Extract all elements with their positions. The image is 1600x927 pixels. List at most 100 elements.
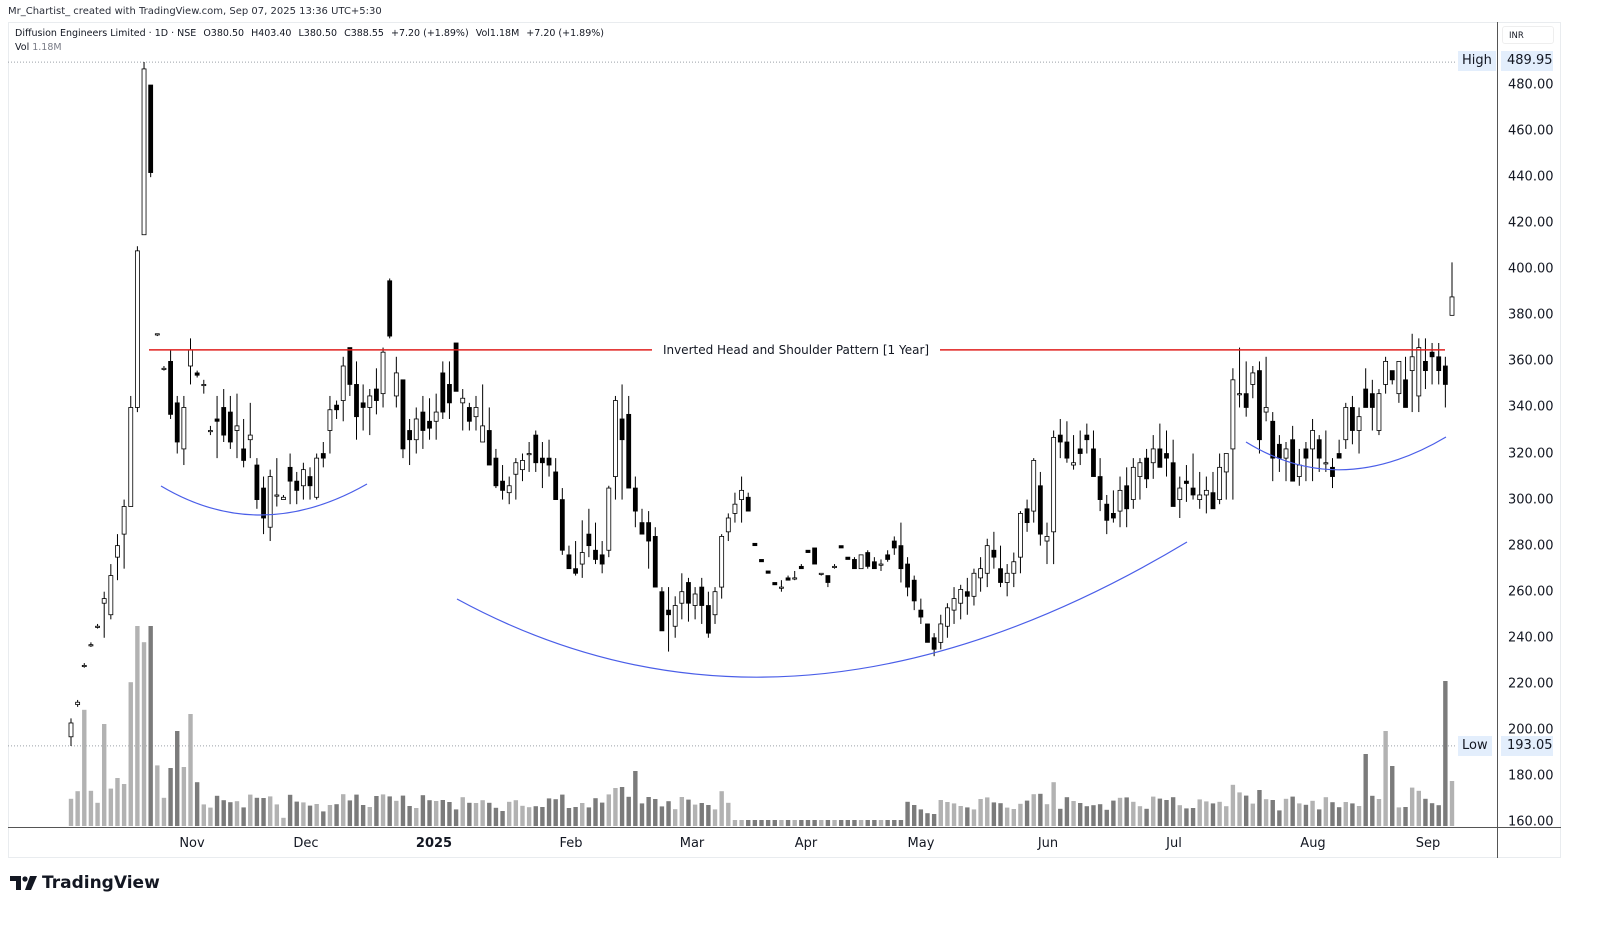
high-value: H403.40 bbox=[251, 28, 292, 39]
candle-body bbox=[320, 453, 326, 459]
candle-body bbox=[1323, 462, 1329, 465]
candle-body bbox=[1330, 466, 1335, 477]
tradingview-logo[interactable]: TradingView bbox=[10, 873, 160, 893]
candle-body bbox=[1396, 360, 1402, 395]
candle-body bbox=[174, 402, 180, 443]
chart-credit: Mr_Chartist_ created with TradingView.co… bbox=[8, 6, 382, 17]
candle-body bbox=[1276, 443, 1282, 459]
candle-body bbox=[101, 598, 107, 604]
volume-bar bbox=[214, 795, 220, 826]
candle-body bbox=[1350, 407, 1355, 431]
symbol-name[interactable]: Diffusion Engineers Limited · 1D · NSE bbox=[15, 28, 197, 39]
candle-body bbox=[1144, 457, 1149, 480]
volume-bar bbox=[759, 820, 764, 826]
volume-bar bbox=[739, 820, 744, 826]
volume-legend[interactable]: Vol 1.18M bbox=[15, 42, 62, 53]
price-tick: 220.00 bbox=[1508, 676, 1554, 692]
close-value: C388.55 bbox=[344, 28, 384, 39]
candle-body bbox=[885, 554, 891, 560]
price-tick: 460.00 bbox=[1508, 123, 1554, 139]
volume-bar bbox=[1117, 797, 1123, 826]
candle-body bbox=[1369, 393, 1375, 408]
candle-body bbox=[626, 413, 632, 489]
volume-bar bbox=[1370, 795, 1375, 826]
volume-bar bbox=[1038, 793, 1043, 826]
candle-body bbox=[984, 545, 990, 574]
candle-body bbox=[958, 588, 964, 604]
head-curve bbox=[456, 541, 1188, 678]
volume-bar bbox=[619, 787, 625, 826]
volume-bar bbox=[971, 809, 977, 826]
volume-bar bbox=[1257, 790, 1262, 826]
volume-bar bbox=[799, 820, 804, 826]
candle-body bbox=[639, 522, 645, 535]
candle-body bbox=[586, 533, 592, 547]
volume-bar bbox=[852, 820, 857, 826]
time-tick: Dec bbox=[293, 836, 319, 851]
time-tick: Nov bbox=[179, 836, 205, 851]
volume-bar bbox=[1436, 805, 1441, 826]
price-tick: 380.00 bbox=[1508, 307, 1554, 323]
volume-bar bbox=[374, 796, 379, 826]
candle-body bbox=[1044, 536, 1050, 542]
volume-bar bbox=[181, 767, 187, 826]
candle-body bbox=[1064, 441, 1070, 459]
volume-bar bbox=[606, 794, 611, 826]
volume-bar bbox=[261, 798, 266, 826]
volume-bar bbox=[1350, 803, 1355, 826]
volume-bar bbox=[832, 820, 837, 826]
candle-body bbox=[1150, 448, 1156, 464]
volume-bar bbox=[460, 797, 465, 826]
candle-body bbox=[1210, 492, 1216, 510]
volume-bar bbox=[1277, 810, 1282, 826]
volume-bar bbox=[267, 796, 273, 826]
volume-bar bbox=[201, 804, 206, 826]
candle-body bbox=[1436, 356, 1442, 372]
candle-body bbox=[1057, 434, 1063, 443]
candle-body bbox=[659, 591, 665, 632]
volume-bar bbox=[161, 797, 167, 826]
volume-bar bbox=[925, 813, 930, 826]
currency-label[interactable]: INR bbox=[1502, 26, 1554, 44]
candle-body bbox=[546, 457, 552, 466]
price-axis-line bbox=[1497, 22, 1498, 858]
candle-body bbox=[1110, 512, 1116, 519]
tradingview-logo-icon bbox=[10, 876, 37, 890]
price-tick: 360.00 bbox=[1508, 353, 1554, 369]
candle-body bbox=[473, 407, 479, 418]
candle-body bbox=[632, 487, 638, 512]
volume-bar bbox=[1383, 731, 1388, 826]
volume-bar bbox=[706, 805, 711, 826]
volume-bar bbox=[420, 795, 426, 826]
volume-bar bbox=[1416, 790, 1422, 826]
volume-bar bbox=[732, 820, 738, 826]
candle-body bbox=[998, 568, 1003, 583]
volume-bar bbox=[1356, 806, 1362, 826]
candle-body bbox=[858, 554, 864, 570]
price-tick: 440.00 bbox=[1508, 169, 1554, 185]
volume-bar bbox=[553, 799, 558, 826]
time-tick: 2025 bbox=[415, 836, 453, 851]
candle-body bbox=[533, 434, 539, 464]
candle-body bbox=[234, 425, 240, 431]
candle-body bbox=[1316, 439, 1322, 459]
candle-body bbox=[148, 84, 154, 173]
candle-body bbox=[261, 487, 266, 519]
volume-bar bbox=[838, 820, 844, 826]
candle-body bbox=[188, 349, 193, 367]
candle-body bbox=[1071, 462, 1076, 466]
volume-bar bbox=[1403, 807, 1408, 826]
volume-bar bbox=[287, 794, 293, 826]
candle-body bbox=[1423, 360, 1428, 372]
candle-body bbox=[88, 644, 94, 647]
candle-body bbox=[420, 411, 426, 431]
volume-bar bbox=[1449, 781, 1455, 826]
candle-body bbox=[772, 582, 778, 586]
candle-body bbox=[1449, 296, 1455, 316]
candle-body bbox=[878, 563, 884, 566]
candle-body bbox=[1290, 439, 1296, 482]
candle-body bbox=[918, 609, 924, 618]
candle-body bbox=[453, 342, 459, 392]
candle-body bbox=[679, 591, 685, 604]
